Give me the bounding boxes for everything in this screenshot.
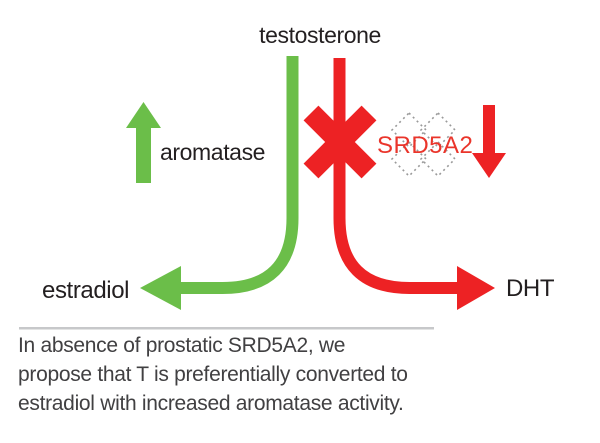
substrate-label-testosterone: testosterone <box>259 22 381 48</box>
down-arrow-head <box>472 153 506 178</box>
dht-arrowhead-icon <box>457 266 495 310</box>
caption-divider <box>19 327 434 330</box>
blocked-x-icon <box>303 105 377 179</box>
enzyme-label-srd5a2: SRD5A2 <box>377 132 474 159</box>
product-label-estradiol: estradiol <box>42 277 130 304</box>
blocked-x-stroke <box>303 105 377 179</box>
testosterone-to-estradiol-arrow <box>181 56 299 294</box>
caption-line-1: In absence of prostatic SRD5A2, we <box>18 334 346 357</box>
figure-caption: In absence of prostatic SRD5A2, we propo… <box>18 331 448 418</box>
up-arrow-head <box>126 102 161 128</box>
aromatase-increase-arrow-icon <box>126 102 161 183</box>
testosterone-to-dht-arrow <box>333 58 457 294</box>
product-label-dht: DHT <box>506 275 555 302</box>
caption-line-2: propose that T is preferentially convert… <box>18 363 408 386</box>
srd5a2-decrease-arrow-icon <box>472 105 506 178</box>
up-arrow-shaft <box>136 124 151 183</box>
caption-line-3: estradiol with increased aromatase activ… <box>18 392 404 415</box>
estradiol-arrowhead-icon <box>140 266 181 310</box>
enzyme-label-aromatase: aromatase <box>160 139 266 165</box>
down-arrow-shaft <box>483 105 495 155</box>
